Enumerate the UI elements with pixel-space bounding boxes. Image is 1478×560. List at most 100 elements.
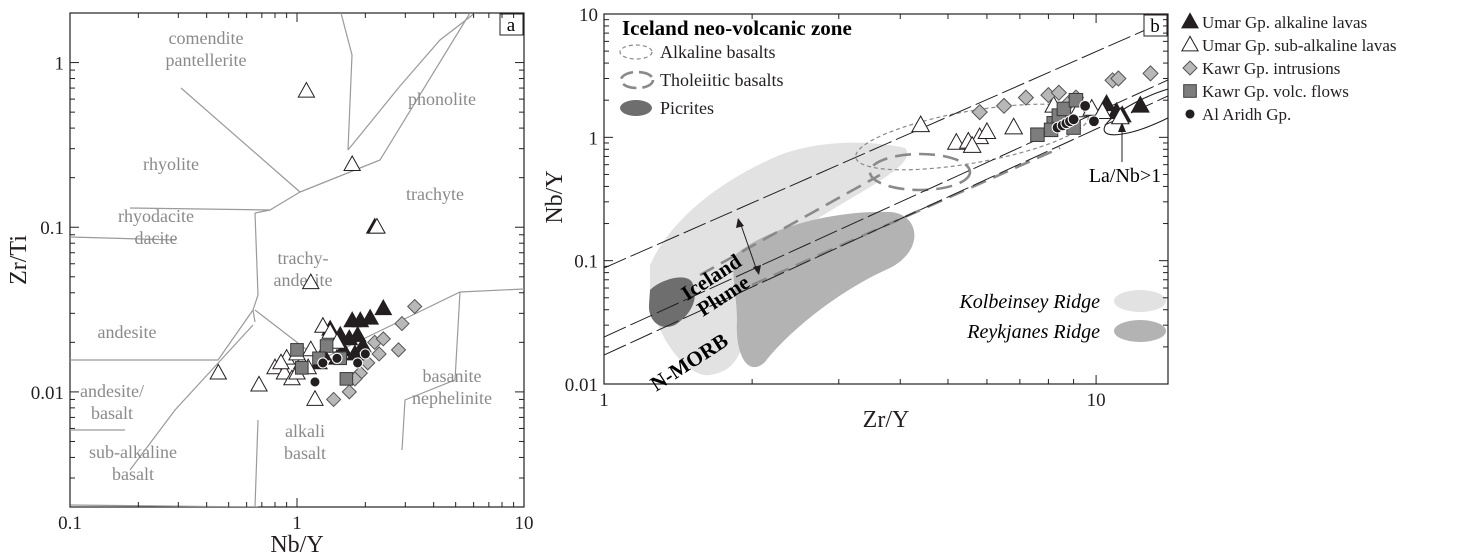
inset-picrite-swatch [620, 100, 652, 116]
data-point-triangle-open [1110, 107, 1130, 125]
plume-arrow [740, 224, 757, 269]
data-point-circle [317, 357, 329, 369]
data-point-diamond [971, 103, 988, 121]
y-tick-label: 10 [579, 5, 598, 26]
data-point-diamond [1017, 89, 1035, 106]
inset-title: Iceland neo-volcanic zone [622, 16, 852, 40]
legend-marker-triangle-filled [1181, 12, 1199, 29]
data-point-diamond [1110, 70, 1127, 87]
la-nb-arrowhead [1118, 122, 1126, 132]
reykjanes-label: Reykjanes Ridge [966, 321, 1100, 343]
tholeiite-center-envelope [868, 152, 972, 192]
data-point-square [295, 361, 309, 375]
data-point-diamond [341, 384, 358, 400]
iceland-inset-legend: Iceland neo-volcanic zone Alkaline basal… [619, 16, 852, 118]
morb-lower-line [604, 95, 1168, 356]
data-point-diamond [1142, 65, 1159, 82]
data-point-square [339, 372, 354, 386]
field-label-comendite: comendite pantellerite [166, 28, 247, 70]
legend-label: Umar Gp. sub-alkaline lavas [1202, 36, 1397, 55]
panel-a-ylabel: Zr/Ti [6, 235, 32, 285]
field-label-rhyolite: rhyolite [143, 154, 199, 174]
data-point-circle [352, 357, 364, 369]
data-point-circle [1079, 99, 1092, 112]
field-label-trachyandesite: trachy-andesite [274, 248, 333, 290]
data-point-triangle-open [250, 375, 268, 392]
symbol-legend: Umar Gp. alkaline lavas Umar Gp. sub-alka… [1181, 12, 1397, 124]
legend-label: Kawr Gp. intrusions [1202, 59, 1340, 78]
data-point-diamond [360, 355, 376, 371]
data-point-triangle-open [209, 363, 228, 380]
panel-b-points [911, 65, 1159, 153]
y-tick-label: 0.01 [31, 383, 64, 404]
data-point-triangle-open [275, 363, 294, 380]
panel-b-xlabel: Zr/Y [863, 407, 910, 433]
panel-a-label: a [499, 13, 524, 36]
x-tick-label: 0.1 [58, 513, 82, 534]
tholeiite-envelope-upper [699, 173, 881, 277]
data-point-diamond [1050, 84, 1068, 101]
data-point-triangle-open [321, 322, 340, 339]
data-point-triangle-filled [348, 325, 367, 342]
legend-marker-circle [1184, 108, 1196, 120]
data-point-square [1030, 127, 1045, 142]
x-tick-label: 1 [292, 513, 302, 534]
x-tick-label: 10 [1087, 390, 1106, 411]
field-label-basanite: basanite nephelinite [412, 366, 492, 408]
data-point-triangle-open [272, 353, 290, 370]
data-point-diamond [406, 298, 423, 315]
legend-marker-triangle-open [1181, 35, 1199, 52]
data-point-triangle-open [1092, 101, 1112, 119]
inset-tholeiitic-label: Tholeiitic basalts [660, 70, 783, 90]
data-point-square [319, 339, 334, 353]
y-tick-label: 0.1 [574, 252, 598, 273]
data-point-triangle-filled [1130, 95, 1150, 113]
y-tick-label: 1 [589, 128, 599, 149]
panel-b-ylabel: Nb/Y [542, 170, 568, 223]
data-point-square [290, 343, 304, 357]
field-label-alkali-basalt: alkali basalt [284, 421, 326, 463]
panel-a-xlabel: Nb/Y [270, 532, 323, 558]
data-point-circle [331, 352, 343, 364]
picrite-field [648, 277, 695, 328]
plume-arrowheads [736, 218, 761, 275]
la-nb-envelope [1103, 84, 1168, 136]
data-point-triangle-open [1004, 117, 1024, 135]
la-nb-label: La/Nb>1 [1089, 165, 1161, 187]
panel-a-field-labels: comendite pantellerite phonolite rhyolite… [80, 28, 492, 484]
legend-label: Al Aridh Gp. [1202, 105, 1291, 124]
kolbeinsey-label: Kolbeinsey Ridge [958, 291, 1100, 313]
panel-a: comendite pantellerite phonolite rhyolite… [6, 12, 534, 558]
panel-a-points [209, 81, 423, 408]
legend-label: Umar Gp. alkaline lavas [1202, 13, 1367, 32]
kolbeinsey-field [650, 142, 908, 376]
inset-alkaline-swatch [619, 44, 653, 60]
data-point-triangle-open [962, 135, 982, 153]
inset-tholeiitic-swatch [619, 70, 655, 90]
x-tick-label: 10 [515, 513, 534, 534]
reykjanes-swatch [1114, 320, 1166, 342]
inset-picrite-label: Picrites [660, 98, 714, 118]
data-point-triangle-open [911, 115, 931, 133]
legend-label: Kawr Gp. volc. flows [1202, 82, 1349, 101]
field-label-trachyte: trachyte [406, 184, 464, 204]
data-point-triangle-open [343, 154, 362, 172]
ridge-legend: Kolbeinsey Ridge Reykjanes Ridge [958, 290, 1166, 343]
data-point-triangle-open [306, 389, 324, 406]
data-point-diamond [995, 97, 1013, 115]
x-tick-label: 1 [599, 390, 609, 411]
data-point-diamond [325, 391, 342, 408]
data-point-circle [1088, 115, 1100, 128]
field-label-sub-alkaline-basalt: sub-alkaline basalt [89, 442, 177, 484]
data-point-circle [309, 376, 321, 388]
svg-text:b: b [1150, 16, 1160, 37]
inset-alkaline-label: Alkaline basalts [660, 42, 775, 62]
panel-b-fields [604, 19, 1168, 376]
data-point-triangle-open [977, 121, 997, 140]
panel-a-ticks: 0.1 1 10 0.01 0.1 1 [31, 12, 534, 534]
field-label-andesite-basalt: andesite/basalt [80, 381, 144, 423]
y-tick-label: 1 [55, 54, 65, 75]
plume-upper-line [604, 19, 1168, 269]
data-point-diamond [375, 331, 392, 347]
